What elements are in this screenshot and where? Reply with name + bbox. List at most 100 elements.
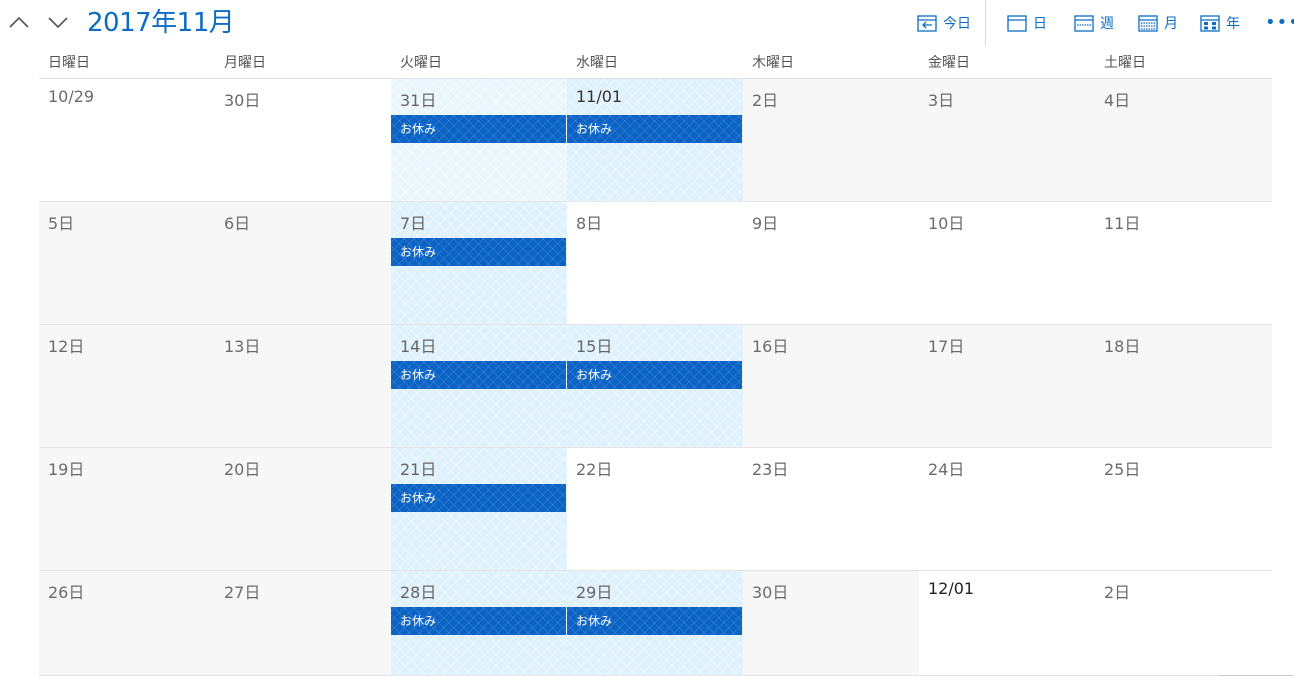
day-cell[interactable]: 31日お休み — [391, 79, 567, 202]
event-item[interactable]: お休み — [567, 361, 742, 389]
day-number: 7日 — [400, 214, 427, 233]
day-number: 2日 — [1104, 583, 1131, 602]
day-cell[interactable]: 12日 — [39, 325, 215, 448]
day-cell[interactable]: 18日 — [1095, 325, 1272, 448]
calendar-week-icon — [1074, 15, 1094, 32]
day-cell[interactable]: 9日 — [743, 202, 919, 325]
day-cell[interactable]: 24日 — [919, 448, 1095, 571]
day-cell[interactable]: 13日 — [215, 325, 391, 448]
more-options-button[interactable]: ••• — [1265, 12, 1294, 33]
weekday-header: 日曜日 月曜日 火曜日 水曜日 木曜日 金曜日 土曜日 — [39, 48, 1272, 79]
day-number: 30日 — [224, 91, 261, 110]
day-view-label: 日 — [1033, 16, 1047, 32]
day-number: 18日 — [1104, 337, 1141, 356]
day-cell[interactable]: 3日 — [919, 79, 1095, 202]
day-cell[interactable]: 16日 — [743, 325, 919, 448]
next-month-button[interactable] — [46, 10, 70, 34]
event-item[interactable]: お休み — [391, 361, 566, 389]
weekday-label: 金曜日 — [928, 55, 970, 71]
day-cell[interactable]: 17日 — [919, 325, 1095, 448]
day-number: 12日 — [48, 337, 85, 356]
weekday-label: 水曜日 — [576, 55, 618, 71]
event-item[interactable]: お休み — [391, 607, 566, 635]
day-cell[interactable]: 19日 — [39, 448, 215, 571]
day-cell[interactable]: 5日 — [39, 202, 215, 325]
day-cell[interactable]: 11日 — [1095, 202, 1272, 325]
day-number: 24日 — [928, 460, 965, 479]
day-number: 2日 — [752, 91, 779, 110]
day-cell[interactable]: 12/01 — [919, 571, 1095, 676]
day-cell[interactable]: 22日 — [567, 448, 743, 571]
day-number: 11/01 — [576, 87, 623, 106]
day-number: 21日 — [400, 460, 437, 479]
event-item[interactable]: お休み — [567, 115, 742, 143]
day-cell[interactable]: 26日 — [39, 571, 215, 676]
week-view-label: 週 — [1100, 16, 1114, 32]
event-item[interactable]: お休み — [391, 115, 566, 143]
month-title[interactable]: 2017年11月 — [87, 8, 235, 38]
day-number: 14日 — [400, 337, 437, 356]
day-cell[interactable]: 25日 — [1095, 448, 1272, 571]
day-number: 5日 — [48, 214, 75, 233]
day-cell[interactable]: 21日お休み — [391, 448, 567, 571]
toolbar-divider — [985, 0, 986, 46]
day-cell[interactable]: 4日 — [1095, 79, 1272, 202]
day-number: 22日 — [576, 460, 613, 479]
day-number: 4日 — [1104, 91, 1131, 110]
day-number: 8日 — [576, 214, 603, 233]
day-number: 6日 — [224, 214, 251, 233]
day-number: 27日 — [224, 583, 261, 602]
year-view-button[interactable]: 年 — [1200, 12, 1240, 34]
day-cell[interactable]: 23日 — [743, 448, 919, 571]
day-cell[interactable]: 15日お休み — [567, 325, 743, 448]
day-cell[interactable]: 30日 — [743, 571, 919, 676]
day-cell[interactable]: 10/29 — [39, 79, 215, 202]
day-number: 26日 — [48, 583, 85, 602]
month-grid: 10/29 30日 31日 お休み 11/01 お休み 2日 3日 4日 5日 6日 7日 お休み 8日 9… — [39, 79, 1272, 676]
calendar-today-icon — [917, 15, 937, 32]
calendar-day-icon — [1007, 15, 1027, 32]
day-cell[interactable]: 10日 — [919, 202, 1095, 325]
day-number: 10日 — [928, 214, 965, 233]
day-number: 15日 — [576, 337, 613, 356]
day-cell[interactable]: 30日 — [215, 79, 391, 202]
month-view-label: 月 — [1164, 16, 1178, 32]
weekday-label: 木曜日 — [752, 55, 794, 71]
day-number: 16日 — [752, 337, 789, 356]
day-cell[interactable]: 2日 — [743, 79, 919, 202]
day-cell[interactable]: 2日 — [1095, 571, 1272, 676]
day-number: 20日 — [224, 460, 261, 479]
day-cell[interactable]: 27日 — [215, 571, 391, 676]
day-cell[interactable]: 29日 お休み — [567, 571, 743, 676]
day-cell[interactable]: 11/01 お休み — [567, 79, 743, 202]
day-cell[interactable]: 14日お休み — [391, 325, 567, 448]
year-view-label: 年 — [1226, 16, 1240, 32]
day-view-button[interactable]: 日 — [1007, 12, 1047, 34]
month-view-button[interactable]: 月 — [1138, 12, 1178, 34]
weekday-label: 火曜日 — [400, 55, 442, 71]
day-cell[interactable]: 6日 — [215, 202, 391, 325]
event-item[interactable]: お休み — [391, 238, 566, 266]
day-cell[interactable]: 7日お休み — [391, 202, 567, 325]
calendar-header: 2017年11月 今日 日 週 月 — [0, 0, 1294, 46]
event-item[interactable]: お休み — [391, 484, 566, 512]
weekday-label: 日曜日 — [48, 55, 90, 71]
calendar-month-icon — [1138, 15, 1158, 32]
weekday-label: 月曜日 — [224, 55, 266, 71]
day-cell[interactable]: 20日 — [215, 448, 391, 571]
day-number: 31日 — [400, 91, 437, 110]
day-number: 30日 — [752, 583, 789, 602]
day-number: 9日 — [752, 214, 779, 233]
calendar-year-icon — [1200, 15, 1220, 32]
day-cell[interactable]: 8日 — [567, 202, 743, 325]
day-number: 19日 — [48, 460, 85, 479]
week-view-button[interactable]: 週 — [1074, 12, 1114, 34]
today-button[interactable]: 今日 — [917, 12, 971, 34]
day-number: 13日 — [224, 337, 261, 356]
day-number: 25日 — [1104, 460, 1141, 479]
previous-month-button[interactable] — [7, 10, 31, 34]
day-number: 28日 — [400, 583, 437, 602]
event-item[interactable]: お休み — [567, 607, 742, 635]
today-label: 今日 — [943, 16, 971, 32]
day-cell[interactable]: 28日お休み — [391, 571, 567, 676]
